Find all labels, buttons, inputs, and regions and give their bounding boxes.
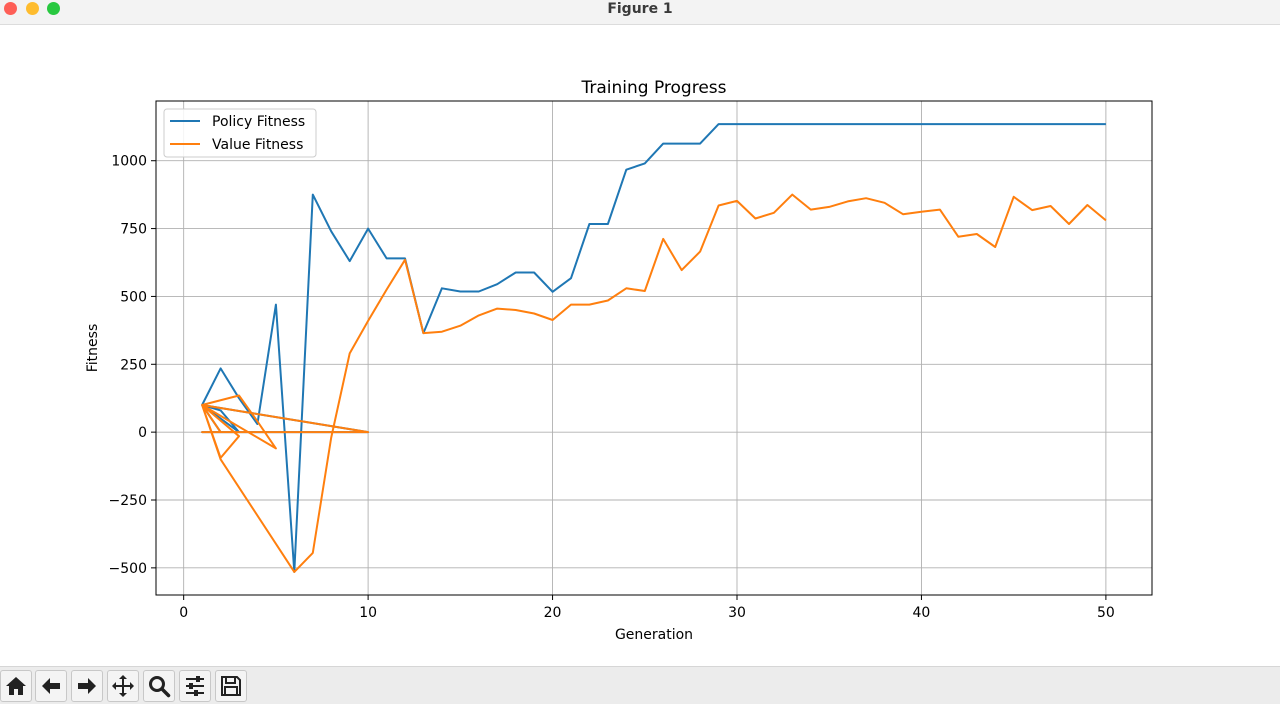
window-title: Figure 1 [607,1,673,17]
y-axis-label: Fitness [85,324,101,373]
line-chart: 0 10 20 30 40 50 −500 −250 0 250 500 750 1000 Trainin… [85,78,1153,643]
minimize-window-button[interactable] [26,2,39,15]
pan-button[interactable] [107,670,139,702]
y-tick-label: −500 [109,561,147,577]
figure-canvas: 0 10 20 30 40 50 −500 −250 0 250 500 750 1000 Trainin… [0,25,1280,666]
back-button[interactable] [35,670,67,702]
zoom-icon [149,676,171,698]
home-button[interactable] [0,670,32,702]
navigation-toolbar [0,666,1280,704]
y-tick-label: 500 [120,289,147,305]
y-tick-label: 1000 [111,154,147,170]
arrow-right-icon [78,678,96,694]
y-tick-label: 0 [138,425,147,441]
x-axis-label: Generation [615,627,693,643]
close-window-button[interactable] [4,2,17,15]
plot-frame [155,100,1153,596]
y-tick-label: −250 [109,493,147,509]
series-line-0 [201,123,1106,573]
legend-box [163,108,317,158]
save-button[interactable] [215,670,247,702]
x-tick-label: 10 [359,605,377,621]
arrow-left-icon [42,678,60,694]
zoom-button[interactable] [143,670,175,702]
forward-button[interactable] [71,670,103,702]
save-icon [221,676,241,696]
x-tick-label: 30 [728,605,746,621]
configure-subplots-button[interactable] [179,670,211,702]
x-tick-label: 20 [544,605,562,621]
x-tick-label: 0 [179,605,188,621]
move-icon [112,675,134,697]
x-tick-label: 40 [913,605,931,621]
y-tick-label: 250 [120,357,147,373]
x-tick-label: 50 [1097,605,1115,621]
sliders-icon [186,676,204,696]
window-titlebar: Figure 1 [0,0,1280,25]
legend-label-1: Value Fitness [212,137,303,153]
y-tick-label: 750 [120,222,147,238]
home-icon [6,677,26,695]
legend-label-0: Policy Fitness [212,114,305,130]
series-line-1 [201,193,1107,573]
chart-title: Training Progress [580,78,726,98]
maximize-window-button[interactable] [47,2,60,15]
